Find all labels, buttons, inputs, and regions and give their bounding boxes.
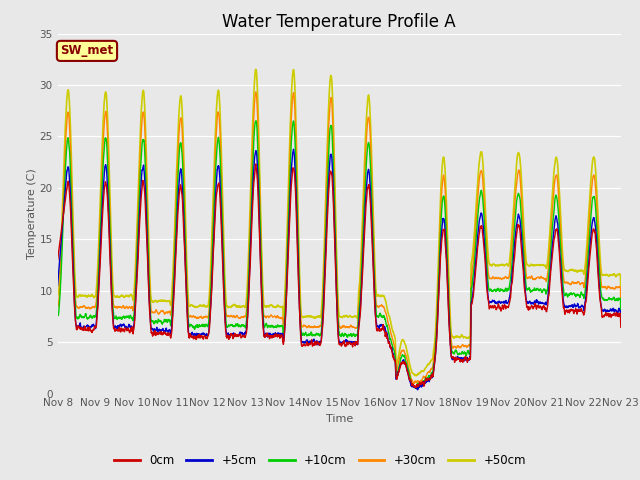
X-axis label: Time: Time [326,414,353,424]
Legend: 0cm, +5cm, +10cm, +30cm, +50cm: 0cm, +5cm, +10cm, +30cm, +50cm [109,449,531,472]
Text: SW_met: SW_met [60,44,113,58]
Title: Water Temperature Profile A: Water Temperature Profile A [222,12,456,31]
Y-axis label: Temperature (C): Temperature (C) [27,168,36,259]
